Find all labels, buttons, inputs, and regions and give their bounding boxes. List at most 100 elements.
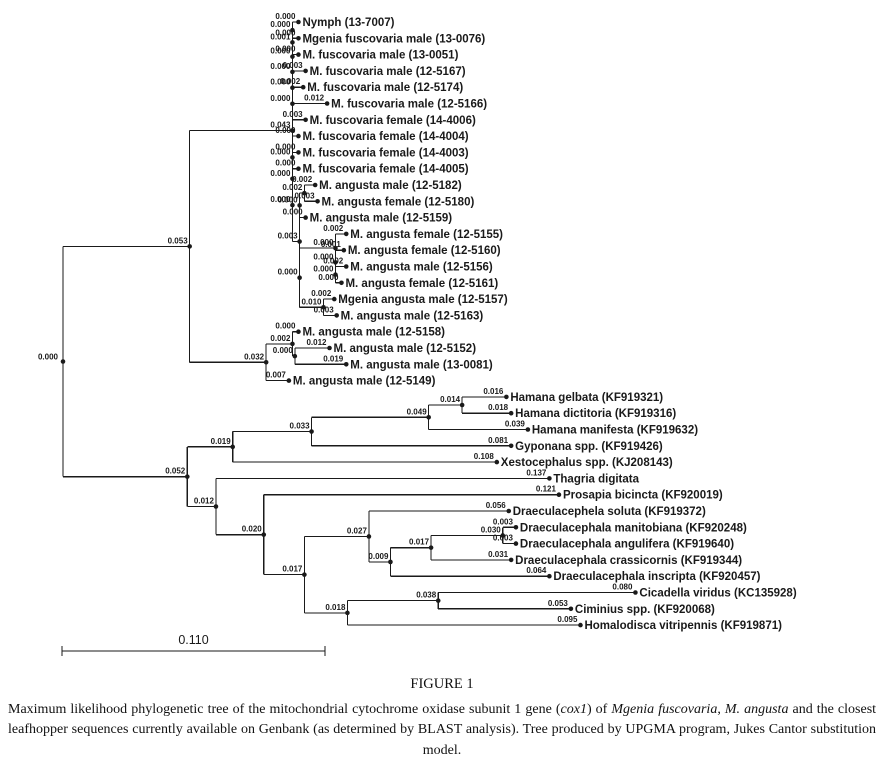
tip-node-dot [506, 508, 512, 514]
internal-node-dot [290, 202, 295, 208]
tip-node-dot [331, 296, 337, 302]
tip-node-dot [296, 329, 301, 335]
branch-length-label: 0.000 [278, 268, 299, 277]
taxon-label: Ciminius spp. (KF920068) [575, 604, 715, 616]
scale-bar-label: 0.110 [178, 633, 208, 647]
taxon-label: M. angusta male (12-5159) [310, 213, 453, 225]
caption-text-segment: and the closest leafhopper sequences cur… [8, 702, 877, 758]
taxon-label: M. fuscovaria female (14-4003) [302, 147, 468, 159]
taxon-label: Draeculacephala angulifera (KF919640) [520, 539, 734, 551]
tip-node-dot [343, 231, 349, 237]
taxon-label: M. angusta female (12-5160) [348, 245, 501, 257]
taxon-label: M. angusta female (12-5161) [345, 278, 498, 290]
branch-length-label: 0.003 [493, 534, 514, 543]
branch-length-label: 0.108 [474, 452, 495, 461]
branch-length-label: 0.002 [270, 334, 291, 343]
branch-length-label: 0.000 [270, 195, 291, 204]
taxon-label: M. angusta male (12-5182) [319, 180, 462, 192]
internal-node-dot [333, 272, 338, 277]
tip-node-dot [296, 52, 301, 57]
branch-length-label: 0.000 [275, 126, 296, 135]
branch-length-label: 0.137 [526, 468, 547, 477]
taxon-label: Xestocephalus spp. (KJ208143) [501, 457, 673, 469]
branch-length-label: 0.049 [407, 407, 428, 416]
tip-node-dot [513, 541, 519, 546]
branch-length-label: 0.039 [505, 420, 526, 429]
tip-node-dot [296, 133, 301, 139]
taxon-label: M. angusta male (13-0081) [350, 359, 493, 371]
caption-italic-segment: M. angusta [724, 702, 789, 717]
branch-length-label: 0.030 [481, 525, 502, 534]
branch-length-label: 0.056 [486, 501, 507, 510]
branch-length-label: 0.031 [488, 550, 509, 559]
tip-node-dot [303, 215, 308, 220]
tip-node-dot [547, 476, 552, 481]
taxon-label: Hamana gelbata (KF919321) [510, 392, 663, 404]
internal-node-dot [459, 402, 465, 408]
internal-node-dot [184, 474, 190, 479]
taxon-label: Nymph (13-7007) [302, 17, 394, 29]
tip-node-dot [504, 394, 509, 400]
branch-length-label: 0.000 [275, 12, 296, 21]
branch-length-label: 0.000 [273, 346, 294, 355]
internal-node-dot [333, 245, 338, 251]
internal-node-dot [290, 341, 295, 347]
branch-length-label: 0.007 [266, 371, 287, 380]
branch-length-label: 0.081 [488, 436, 509, 445]
branch-length-label: 0.000 [270, 78, 291, 87]
branch-length-label: 0.001 [321, 240, 342, 249]
branch-length-label: 0.012 [306, 338, 327, 347]
internal-node-dot [292, 353, 298, 359]
internal-node-dot [213, 504, 219, 509]
branch-length-label: 0.053 [548, 599, 569, 608]
internal-node-dot [297, 203, 302, 208]
tip-node-dot [578, 622, 583, 628]
caption-italic-segment: Mgenia fuscovaria [611, 702, 718, 717]
internal-node-dot [290, 27, 295, 33]
taxon-label: M. fuscovaria female (14-4004) [302, 131, 468, 143]
branch-length-label: 0.018 [488, 403, 509, 412]
tip-node-dot [286, 378, 292, 383]
branch-length-label: 0.012 [194, 497, 215, 506]
taxon-label: Prosapia bicincta (KF920019) [563, 490, 723, 502]
branch-length-label: 0.014 [440, 395, 461, 404]
internal-node-dot [345, 610, 350, 616]
branch-length-label: 0.000 [270, 20, 291, 29]
tip-node-dot [508, 443, 514, 449]
branch-length-label: 0.000 [270, 62, 291, 71]
taxon-label: Draeculacephala inscripta (KF920457) [553, 571, 760, 583]
branch-length-label: 0.016 [483, 387, 504, 396]
taxon-label: Cicadella viridus (KC135928) [639, 588, 796, 600]
internal-node-dot [428, 545, 434, 550]
branch-length-label: 0.000 [38, 353, 59, 362]
internal-node-dot [230, 444, 235, 450]
tip-node-dot [327, 345, 332, 351]
internal-node-dot [297, 239, 302, 244]
tip-node-dot [547, 573, 552, 579]
taxon-label: Gyponana spp. (KF919426) [515, 441, 663, 453]
tip-node-dot [334, 313, 339, 318]
internal-node-dot [297, 275, 302, 281]
branch-length-label: 0.000 [275, 159, 296, 168]
internal-node-dot [290, 128, 295, 133]
taxon-label: Hamana manifesta (KF919632) [532, 425, 698, 437]
branch-length-label: 0.053 [168, 236, 189, 245]
branch-length-label: 0.019 [323, 354, 344, 363]
internal-node-dot [321, 304, 326, 310]
branch-length-label: 0.003 [295, 191, 316, 200]
branch-length-label: 0.003 [314, 305, 335, 314]
branch-length-label: 0.002 [282, 183, 303, 192]
tip-node-dot [568, 606, 574, 612]
tip-node-dot [633, 590, 638, 595]
tip-node-dot [296, 166, 301, 171]
branch-length-label: 0.018 [325, 603, 346, 612]
tip-node-dot [296, 150, 301, 155]
taxon-label: Mgenia angusta male (12-5157) [338, 294, 508, 306]
internal-node-dot [426, 414, 431, 420]
branch-length-label: 0.019 [211, 437, 232, 446]
taxon-label: Draeculacephela soluta (KF919372) [513, 506, 706, 518]
internal-node-dot [302, 572, 307, 577]
tip-node-dot [556, 492, 562, 498]
branch-length-label: 0.043 [270, 121, 291, 130]
branch-length-label: 0.000 [270, 169, 291, 178]
